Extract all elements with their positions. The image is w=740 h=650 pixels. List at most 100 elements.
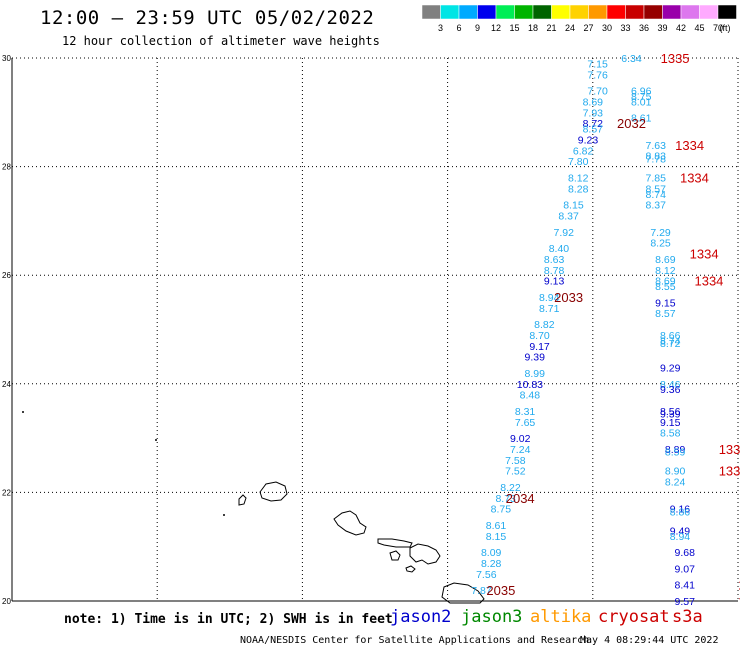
track-label: 2034 (506, 491, 535, 506)
footer-credit: NOAA/NESDIS Center for Satellite Applica… (240, 635, 590, 646)
wave-height-obs: 7.92 (554, 227, 575, 239)
wave-height-obs: 7.93 (583, 107, 604, 119)
track-label: 1334 (694, 274, 723, 289)
track-label: 2032 (617, 116, 646, 131)
wave-height-obs: 8.25 (650, 238, 671, 250)
wave-height-obs: 7.76 (587, 69, 608, 81)
island-hawaii (441, 582, 485, 604)
wave-height-obs: 8.71 (539, 303, 560, 315)
island-maui (409, 543, 441, 565)
wave-height-obs: 8.57 (583, 124, 604, 136)
wave-height-obs: 6.82 (573, 145, 594, 157)
islet-dot (155, 439, 157, 441)
scale-label: 45 (694, 23, 704, 33)
wave-height-obs: 8.01 (631, 96, 652, 108)
track-label: 1334 (675, 138, 704, 153)
scale-label: 36 (639, 23, 649, 33)
wave-height-obs: 7.87 (471, 585, 492, 597)
legend-s3a: s3a (672, 607, 703, 627)
hawaii-islands (238, 481, 485, 604)
lat-label: 20 (2, 597, 11, 605)
wave-height-obs: 7.52 (505, 466, 526, 478)
track-label: 1334 (680, 170, 709, 185)
lon-label: -156 (440, 604, 457, 605)
wave-height-obs: 9.15 (660, 417, 681, 429)
wave-height-obs: 8.74 (646, 189, 667, 201)
island-molokai (377, 538, 413, 548)
scale-label: 21 (546, 23, 556, 33)
island-kauai (259, 481, 288, 502)
wave-height-obs: 8.31 (515, 406, 536, 418)
lat-label: 24 (2, 380, 11, 389)
wave-height-obs: 8.37 (646, 200, 667, 212)
wave-height-obs: 8.48 (520, 390, 541, 402)
legend-cryosat: cryosat (598, 607, 670, 627)
wave-height-obs: 8.72 (660, 338, 681, 350)
wave-height-obs: 8.12 (655, 265, 676, 277)
wave-height-obs: 8.89 (665, 444, 686, 456)
wave-height-obs: 8.58 (660, 428, 681, 440)
wave-height-obs: 8.15 (486, 531, 507, 543)
wave-height-obs: 9.36 (660, 384, 681, 396)
island-lanai (389, 550, 401, 561)
wave-height-obs: 8.75 (631, 91, 652, 103)
scale-label: 15 (509, 23, 519, 33)
islet-dot (22, 411, 24, 413)
wave-height-obs: 7.70 (587, 86, 608, 98)
lon-label: -159 (294, 604, 311, 605)
wave-height-obs: 10.83 (517, 379, 543, 391)
wave-height-obs: 8.90 (665, 466, 686, 478)
lat-label: 26 (2, 271, 11, 280)
footer-timestamp: May 4 08:29:44 UTC 2022 (580, 635, 719, 646)
track-label: 2033 (554, 290, 583, 305)
track-label: 1332 (738, 594, 740, 605)
scale-label: 33 (620, 23, 630, 33)
island-oahu (333, 510, 367, 536)
wave-height-obs: 8.78 (544, 265, 565, 277)
track-label: 2035 (486, 583, 515, 598)
island-niihau (238, 494, 247, 506)
wave-height-obs: 8.83 (646, 151, 667, 163)
wave-height-obs: 7.65 (515, 417, 536, 429)
scale-label: 12 (491, 23, 501, 33)
wave-height-obs: 8.66 (660, 330, 681, 342)
islet-dot (223, 514, 225, 516)
wave-height-obs: 9.49 (670, 525, 691, 537)
wave-height-obs: 8.56 (660, 406, 681, 418)
legend-note: note: 1) Time is in UTC; 2) SWH is in fe… (64, 612, 393, 627)
legend-altika: altika (530, 607, 592, 627)
scale-label: 9 (475, 23, 480, 33)
track-label: 1334 (690, 246, 719, 261)
wave-height-obs: 7.63 (646, 140, 667, 152)
wave-height-obs: 9.15 (655, 297, 676, 309)
wave-height-obs: 8.41 (675, 580, 696, 592)
wave-height-obs: 6.96 (631, 86, 652, 98)
lon-label: -162 (149, 604, 166, 605)
wave-height-obs: 9.13 (544, 276, 565, 288)
wave-height-obs: 8.63 (544, 254, 565, 266)
wave-height-obs: 8.69 (583, 96, 604, 108)
wave-height-obs: 9.17 (529, 341, 550, 353)
wave-height-obs: 7.29 (650, 227, 671, 239)
legend-jason2: jason2 (390, 607, 452, 627)
scale-label: 3 (438, 23, 443, 33)
track-label: 1332 (738, 578, 740, 593)
lat-label: 30 (2, 54, 11, 63)
wave-height-obs: 8.28 (481, 558, 502, 570)
wave-height-obs: 8.73 (495, 493, 516, 505)
wave-height-obs: 8.70 (529, 330, 550, 342)
wave-height-obs: 8.22 (500, 482, 521, 494)
wave-height-obs: 8.46 (660, 379, 681, 391)
scale-label: 30 (602, 23, 612, 33)
wave-height-obs: 8.72 (583, 118, 604, 130)
lat-label: 28 (2, 163, 11, 172)
scale-label: 6 (456, 23, 461, 33)
wave-height-obs: 8.57 (646, 183, 667, 195)
wave-height-map[interactable]: 30 28 26 24 22 20-165 -162 -159 -156 -153 -150 7.15… (0, 0, 740, 605)
wave-height-obs: 8.57 (655, 308, 676, 320)
wave-height-obs: 7.24 (510, 444, 531, 456)
track-label: 1333 (719, 442, 740, 457)
scale-label: 27 (583, 23, 593, 33)
legend-jason3: jason3 (461, 607, 523, 627)
scale-unit: (ft) (720, 23, 731, 33)
